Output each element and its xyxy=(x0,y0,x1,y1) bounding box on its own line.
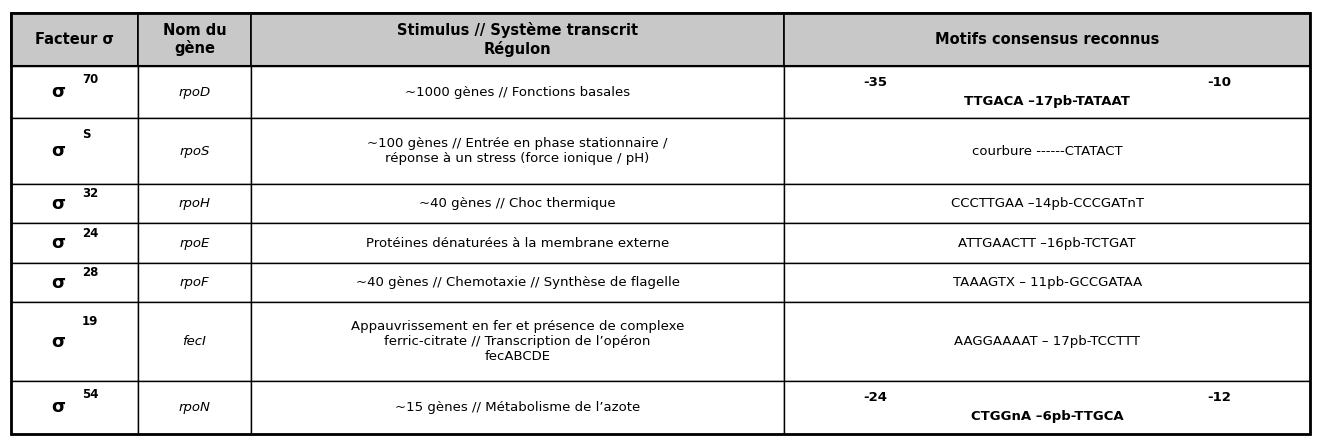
Bar xyxy=(783,184,1310,224)
Text: 19: 19 xyxy=(82,316,99,329)
Text: rpoF: rpoF xyxy=(180,276,209,289)
Text: σ: σ xyxy=(52,234,66,252)
Bar xyxy=(251,184,783,224)
Text: σ: σ xyxy=(52,142,66,160)
Text: 28: 28 xyxy=(82,266,99,279)
Text: Protéines dénaturées à la membrane externe: Protéines dénaturées à la membrane exter… xyxy=(366,237,670,250)
Text: Facteur σ: Facteur σ xyxy=(34,32,114,47)
Text: 54: 54 xyxy=(82,388,99,401)
Text: ~100 gènes // Entrée en phase stationnaire /
réponse à un stress (force ionique : ~100 gènes // Entrée en phase stationnai… xyxy=(367,137,667,165)
Text: σ: σ xyxy=(52,398,66,416)
Text: -24: -24 xyxy=(863,392,886,405)
Text: Stimulus // Système transcrit
Régulon: Stimulus // Système transcrit Régulon xyxy=(396,22,638,57)
Bar xyxy=(137,66,251,118)
Bar xyxy=(137,302,251,381)
Bar xyxy=(137,118,251,184)
Text: ~40 gènes // Chemotaxie // Synthèse de flagelle: ~40 gènes // Chemotaxie // Synthèse de f… xyxy=(355,276,679,289)
Text: ~15 gènes // Métabolisme de l’azote: ~15 gènes // Métabolisme de l’azote xyxy=(395,401,641,414)
Text: -10: -10 xyxy=(1207,76,1231,89)
Bar xyxy=(251,224,783,263)
Bar xyxy=(11,184,137,224)
Bar xyxy=(11,118,137,184)
Text: 32: 32 xyxy=(82,187,99,200)
Text: rpoN: rpoN xyxy=(178,401,210,414)
Bar xyxy=(251,263,783,302)
Text: S: S xyxy=(82,128,91,141)
Text: rpoD: rpoD xyxy=(178,86,210,99)
Text: Appauvrissement en fer et présence de complexe
ferric-citrate // Transcription d: Appauvrissement en fer et présence de co… xyxy=(351,320,684,363)
Text: σ: σ xyxy=(52,195,66,213)
Text: rpoE: rpoE xyxy=(180,237,210,250)
Text: TTGACA –17pb-TATAAT: TTGACA –17pb-TATAAT xyxy=(964,95,1131,108)
Text: TAAAGTX – 11pb-GCCGATAA: TAAAGTX – 11pb-GCCGATAA xyxy=(952,276,1141,289)
Text: ATTGAACTT –16pb-TCTGAT: ATTGAACTT –16pb-TCTGAT xyxy=(959,237,1136,250)
Text: ~1000 gènes // Fonctions basales: ~1000 gènes // Fonctions basales xyxy=(406,86,630,99)
Bar xyxy=(137,13,251,66)
Bar xyxy=(137,263,251,302)
Text: rpoS: rpoS xyxy=(180,145,210,158)
Text: AAGGAAAAT – 17pb-TCCTTT: AAGGAAAAT – 17pb-TCCTTT xyxy=(954,335,1140,348)
Bar xyxy=(11,66,137,118)
Text: -35: -35 xyxy=(863,76,886,89)
Text: ~40 gènes // Choc thermique: ~40 gènes // Choc thermique xyxy=(419,197,616,210)
Text: -12: -12 xyxy=(1207,392,1231,405)
Text: 24: 24 xyxy=(82,227,99,240)
Text: CCCTTGAA –14pb-CCCGATnT: CCCTTGAA –14pb-CCCGATnT xyxy=(951,197,1144,210)
Text: σ: σ xyxy=(52,83,66,101)
Text: rpoH: rpoH xyxy=(178,197,210,210)
Bar xyxy=(11,381,137,434)
Bar xyxy=(11,224,137,263)
Bar xyxy=(11,263,137,302)
Text: courbure ------CTATACT: courbure ------CTATACT xyxy=(972,145,1123,158)
Bar xyxy=(137,381,251,434)
Bar xyxy=(11,302,137,381)
Text: Nom du
gène: Nom du gène xyxy=(162,23,226,56)
Bar xyxy=(11,13,137,66)
Text: Motifs consensus reconnus: Motifs consensus reconnus xyxy=(935,32,1160,47)
Text: σ: σ xyxy=(52,274,66,291)
Text: 70: 70 xyxy=(82,72,99,85)
Bar xyxy=(783,263,1310,302)
Bar xyxy=(137,224,251,263)
Text: σ: σ xyxy=(52,333,66,351)
Text: fecI: fecI xyxy=(182,335,206,348)
Bar xyxy=(783,224,1310,263)
Text: CTGGnA –6pb-TTGCA: CTGGnA –6pb-TTGCA xyxy=(971,410,1124,423)
Bar xyxy=(137,184,251,224)
